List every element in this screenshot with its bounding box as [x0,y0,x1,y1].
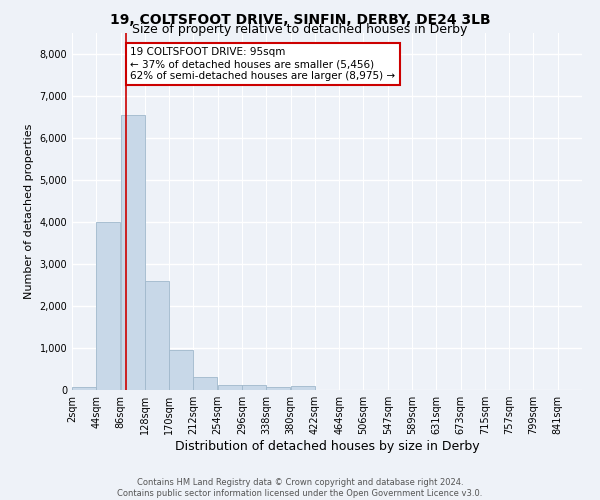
Bar [121,114,145,390]
Bar [96,222,121,390]
Bar [169,350,193,390]
Bar [193,377,217,390]
Text: Contains HM Land Registry data © Crown copyright and database right 2024.
Contai: Contains HM Land Registry data © Crown c… [118,478,482,498]
Bar [242,386,266,390]
Text: Size of property relative to detached houses in Derby: Size of property relative to detached ho… [133,22,467,36]
Text: 19 COLTSFOOT DRIVE: 95sqm
← 37% of detached houses are smaller (5,456)
62% of se: 19 COLTSFOOT DRIVE: 95sqm ← 37% of detac… [130,48,395,80]
X-axis label: Distribution of detached houses by size in Derby: Distribution of detached houses by size … [175,440,479,453]
Bar [218,385,242,390]
Bar [72,387,96,390]
Bar [266,386,290,390]
Text: 19, COLTSFOOT DRIVE, SINFIN, DERBY, DE24 3LB: 19, COLTSFOOT DRIVE, SINFIN, DERBY, DE24… [110,12,490,26]
Bar [290,386,314,390]
Y-axis label: Number of detached properties: Number of detached properties [24,124,34,299]
Bar [145,280,169,390]
